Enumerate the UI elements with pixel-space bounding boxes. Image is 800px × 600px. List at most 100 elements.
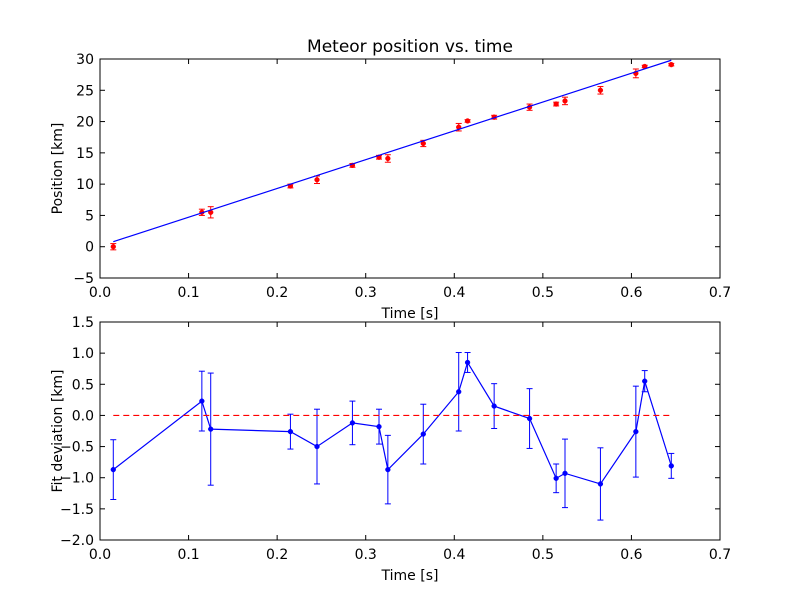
x-tick-label: 0.0 xyxy=(89,285,111,301)
data-point xyxy=(456,389,462,395)
plot-panel-1: 0.0 0.1 0.2 0.3 0.4 0.5 0.6 0.7 −5 0 5 10 15 20 25 30 Ti… xyxy=(50,37,731,322)
x-tick-label: 0.6 xyxy=(620,547,642,563)
error-bar xyxy=(526,388,533,449)
error-bar xyxy=(455,352,462,432)
x-tick-label: 0.7 xyxy=(709,547,731,563)
y-tick-label: −1.5 xyxy=(60,502,94,518)
x-tick-label: 0.0 xyxy=(89,547,111,563)
x-axis-label: Time [s] xyxy=(381,306,439,322)
data-layer xyxy=(110,59,675,251)
y-tick-label: 15 xyxy=(76,146,94,162)
y-tick-label: 5 xyxy=(85,208,94,224)
x-tick-label: 0.2 xyxy=(266,285,288,301)
x-tick-label: 0.3 xyxy=(355,285,377,301)
error-bar xyxy=(632,68,639,79)
y-axis-label: Position [km] xyxy=(50,123,66,215)
x-tick-label: 0.5 xyxy=(532,285,554,301)
data-point xyxy=(642,378,648,384)
y-tick-label: 0 xyxy=(85,240,94,256)
data-point xyxy=(314,443,320,450)
data-point xyxy=(287,428,294,435)
x-tick-label: 0.4 xyxy=(443,547,465,563)
axes-frame xyxy=(99,58,721,279)
x-tick-label: 0.4 xyxy=(443,285,465,301)
error-bar xyxy=(287,413,294,450)
data-point xyxy=(597,481,604,487)
y-tick-label: 10 xyxy=(76,177,94,193)
y-tick-label: −1.0 xyxy=(60,471,94,487)
y-tick-label: −5 xyxy=(73,271,94,287)
data-point xyxy=(385,155,391,162)
x-tick-label: 0.2 xyxy=(266,547,288,563)
error-bar xyxy=(553,101,560,107)
data-point xyxy=(553,475,559,481)
error-bar xyxy=(632,385,639,478)
plot-panel-2: 0.0 0.1 0.2 0.3 0.4 0.5 0.6 0.7 −2.0 −1.5 −1.0 −0.5… xyxy=(50,315,731,584)
error-bar xyxy=(349,400,356,446)
error-bar xyxy=(668,61,675,68)
x-tick-label: 0.3 xyxy=(355,547,377,563)
deviation-line xyxy=(112,361,672,485)
error-bar xyxy=(420,403,427,465)
data-point xyxy=(110,244,116,250)
error-bar xyxy=(553,463,560,494)
x-tick-label: 0.1 xyxy=(177,547,199,563)
error-bar xyxy=(464,118,471,124)
y-tick-label: 1.0 xyxy=(72,346,94,362)
y-tick-label: −0.5 xyxy=(60,440,94,456)
data-point xyxy=(349,420,356,426)
error-bar xyxy=(384,154,391,163)
data-point xyxy=(553,101,559,107)
series-line_with_errorbars xyxy=(110,352,675,521)
data-point xyxy=(376,423,382,430)
data-point xyxy=(668,463,674,469)
y-tick-label: 1.5 xyxy=(72,315,94,331)
data-point xyxy=(385,466,391,473)
error-bar xyxy=(314,408,320,485)
error-bar xyxy=(562,96,568,106)
data-point xyxy=(562,470,568,477)
y-tick-label: 20 xyxy=(76,115,94,131)
axes-frame xyxy=(99,321,721,541)
data-layer xyxy=(110,352,675,521)
error-bar xyxy=(110,243,117,251)
data-point xyxy=(464,359,471,366)
y-tick-label: 0.0 xyxy=(72,408,94,424)
data-point xyxy=(420,431,426,437)
series-points_with_errorbars xyxy=(110,61,675,251)
chart-title: Meteor position vs. time xyxy=(307,37,513,57)
data-point xyxy=(597,87,604,93)
error-bar xyxy=(641,370,648,393)
series-fit_line xyxy=(113,59,672,243)
error-bar xyxy=(597,447,604,521)
error-bar xyxy=(668,452,675,479)
x-tick-label: 0.6 xyxy=(620,285,642,301)
y-tick-label: 25 xyxy=(76,83,94,99)
error-bar xyxy=(207,372,214,486)
error-bar xyxy=(110,439,117,501)
y-tick-label: 0.5 xyxy=(72,377,94,393)
error-bar xyxy=(597,86,604,95)
error-bar xyxy=(464,352,471,373)
y-axis-label: Fit deviation [km] xyxy=(50,369,66,492)
y-tick-label: 30 xyxy=(76,52,94,68)
error-bar xyxy=(314,175,320,185)
data-point xyxy=(562,98,568,104)
data-point xyxy=(464,118,471,124)
data-point xyxy=(491,403,497,409)
data-point xyxy=(668,61,674,68)
error-bar xyxy=(198,370,205,432)
error-bar xyxy=(562,438,568,509)
data-point xyxy=(208,426,214,432)
x-tick-label: 0.7 xyxy=(709,285,731,301)
fit-line xyxy=(113,59,672,243)
data-point xyxy=(526,415,533,422)
y-tick-label: −2.0 xyxy=(60,533,94,549)
error-bar xyxy=(491,383,498,430)
x-tick-label: 0.5 xyxy=(532,547,554,563)
data-point xyxy=(314,177,320,183)
x-axis-label: Time [s] xyxy=(381,568,439,584)
data-point xyxy=(633,428,639,435)
data-point xyxy=(110,466,116,473)
